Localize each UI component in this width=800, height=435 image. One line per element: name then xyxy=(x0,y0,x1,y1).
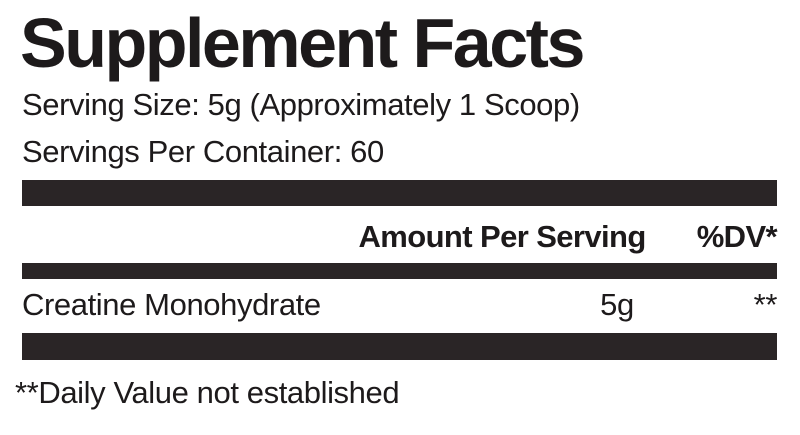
ingredient-name: Creatine Monohydrate xyxy=(22,287,321,322)
serving-size-text: Serving Size: 5g (Approximately 1 Scoop) xyxy=(22,87,580,122)
thick-rule-top xyxy=(22,180,777,206)
thick-rule-bottom xyxy=(22,333,777,360)
panel-title: Supplement Facts xyxy=(20,4,585,82)
amount-per-serving-header: Amount Per Serving xyxy=(358,219,647,254)
ingredient-dv: ** xyxy=(753,287,778,322)
table-header-row: Amount Per Serving %DV* xyxy=(22,219,778,254)
percent-dv-header: %DV* xyxy=(696,219,778,254)
servings-per-container-text: Servings Per Container: 60 xyxy=(22,134,384,169)
ingredient-amount: 5g xyxy=(600,287,634,322)
medium-rule-under-header xyxy=(22,263,777,279)
table-row: Creatine Monohydrate 5g ** xyxy=(22,289,777,320)
daily-value-footnote: **Daily Value not established xyxy=(15,375,400,410)
